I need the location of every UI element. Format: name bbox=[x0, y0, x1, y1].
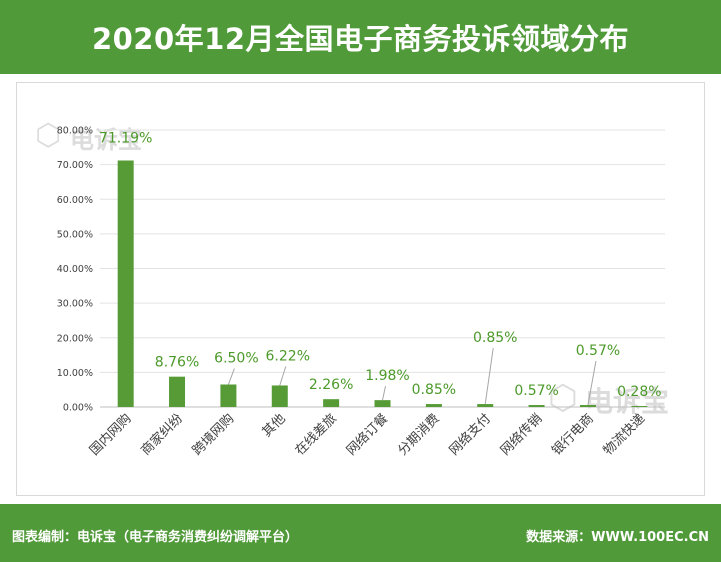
bar bbox=[528, 405, 545, 407]
bar bbox=[169, 376, 186, 407]
footer-source: 数据来源：WWW.100EC.CN bbox=[526, 530, 709, 545]
data-label: 2.26% bbox=[309, 377, 353, 393]
data-label: 71.19% bbox=[99, 131, 152, 147]
bar bbox=[579, 405, 596, 407]
x-tick-label: 银行电商 bbox=[549, 411, 596, 458]
y-tick-label: 10.00% bbox=[57, 368, 93, 379]
bar bbox=[117, 160, 134, 407]
label-leader-line bbox=[227, 368, 235, 385]
x-tick-label: 网络支付 bbox=[446, 411, 494, 459]
data-label: 6.50% bbox=[214, 350, 258, 366]
y-tick-label: 40.00% bbox=[57, 264, 93, 275]
watermark-logo-bottom: ⬡ bbox=[548, 378, 578, 418]
y-tick-label: 50.00% bbox=[57, 229, 93, 240]
y-tick-label: 60.00% bbox=[57, 195, 93, 206]
x-tick-label: 分期消费 bbox=[395, 411, 442, 458]
x-tick-label: 国内网购 bbox=[86, 411, 134, 459]
data-label: 8.76% bbox=[155, 355, 199, 371]
watermark-text-bottom: 电诉宝 bbox=[585, 385, 670, 418]
x-tick-label: 在线差旅 bbox=[293, 411, 340, 458]
bar bbox=[323, 399, 340, 407]
data-label: 6.22% bbox=[266, 348, 310, 364]
bar bbox=[220, 384, 237, 407]
y-tick-label: 30.00% bbox=[57, 299, 93, 310]
chart-title: 2020年12月全国电子商务投诉领域分布 bbox=[91, 22, 630, 56]
label-leader-line bbox=[279, 366, 287, 386]
label-leader-line bbox=[587, 360, 597, 406]
x-tick-label: 网络传销 bbox=[497, 411, 545, 459]
bar bbox=[425, 404, 442, 407]
chart-title-banner: 2020年12月全国电子商务投诉领域分布 bbox=[0, 0, 721, 74]
x-tick-label: 商家纠纷 bbox=[138, 411, 186, 459]
bar bbox=[271, 385, 288, 407]
bar bbox=[631, 406, 648, 407]
data-label: 1.98% bbox=[365, 368, 409, 384]
label-leader-line bbox=[484, 347, 494, 405]
y-tick-label: 80.00% bbox=[57, 126, 93, 137]
x-tick-label: 跨境网购 bbox=[189, 411, 237, 459]
data-label: 0.57% bbox=[514, 383, 558, 399]
label-leader-line bbox=[382, 386, 386, 401]
watermark-logo-top: ⬡ bbox=[35, 118, 62, 153]
footer-banner: 图表编制：电诉宝（电子商务消费纠纷调解平台） 数据来源：WWW.100EC.CN bbox=[0, 504, 721, 562]
footer-credit: 图表编制：电诉宝（电子商务消费纠纷调解平台） bbox=[12, 530, 299, 545]
data-label: 0.85% bbox=[412, 382, 456, 398]
data-label: 0.28% bbox=[617, 384, 661, 400]
x-tick-label: 网络订餐 bbox=[343, 411, 391, 459]
data-label: 0.85% bbox=[473, 330, 517, 346]
data-label: 0.57% bbox=[576, 343, 620, 359]
watermark-text-top: 电诉宝 bbox=[70, 126, 142, 154]
bar bbox=[477, 404, 494, 407]
x-tick-label: 物流快递 bbox=[601, 411, 648, 458]
x-tick-label: 其他 bbox=[260, 411, 289, 440]
y-tick-label: 20.00% bbox=[57, 333, 93, 344]
y-tick-label: 0.00% bbox=[63, 403, 93, 414]
bar bbox=[374, 400, 391, 407]
y-tick-label: 70.00% bbox=[57, 160, 93, 171]
